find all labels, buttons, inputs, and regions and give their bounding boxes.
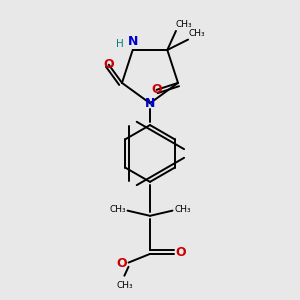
Text: H: H <box>116 39 124 49</box>
Text: O: O <box>116 257 127 270</box>
Text: O: O <box>175 246 186 259</box>
Text: CH₃: CH₃ <box>176 20 193 29</box>
Text: CH₃: CH₃ <box>174 206 191 214</box>
Text: CH₃: CH₃ <box>109 206 126 214</box>
Text: CH₃: CH₃ <box>189 29 206 38</box>
Text: CH₃: CH₃ <box>116 281 133 290</box>
Text: N: N <box>145 97 155 110</box>
Text: O: O <box>103 58 114 71</box>
Text: O: O <box>151 83 162 96</box>
Text: N: N <box>128 35 138 48</box>
